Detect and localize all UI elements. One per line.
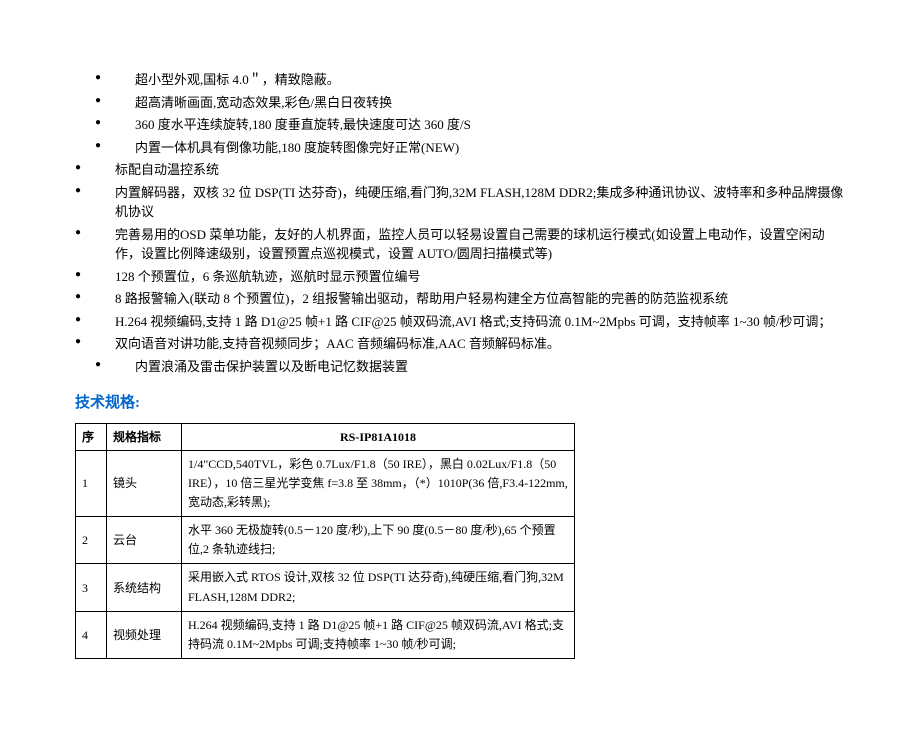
feature-list: 超小型外观,国标 4.0＂，精致隐蔽。超高清晰画面,宽动态效果,彩色/黑白日夜转… (75, 70, 845, 376)
feature-item: 128 个预置位，6 条巡航轨迹，巡航时显示预置位编号 (75, 267, 845, 287)
feature-item: 内置解码器，双核 32 位 DSP(TI 达芬奇)，纯硬压缩,看门狗,32M F… (75, 183, 845, 222)
feature-item: 标配自动温控系统 (75, 160, 845, 180)
row-desc: 采用嵌入式 RTOS 设计,双核 32 位 DSP(TI 达芬奇),纯硬压缩,看… (182, 564, 575, 611)
feature-item: 360 度水平连续旋转,180 度垂直旋转,最快速度可达 360 度/S (75, 115, 845, 135)
table-row: 4视频处理H.264 视频编码,支持 1 路 D1@25 帧+1 路 CIF@2… (76, 611, 575, 658)
table-row: 2云台水平 360 无极旋转(0.5－120 度/秒),上下 90 度(0.5－… (76, 517, 575, 564)
spec-table: 序 规格指标 RS-IP81A1018 1镜头1/4"CCD,540TVL，彩色… (75, 423, 575, 660)
feature-item: 8 路报警输入(联动 8 个预置位)，2 组报警输出驱动，帮助用户轻易构建全方位… (75, 289, 845, 309)
row-num: 2 (76, 517, 107, 564)
feature-item: 超小型外观,国标 4.0＂，精致隐蔽。 (75, 70, 845, 90)
feature-item: 完善易用的OSD 菜单功能，友好的人机界面，监控人员可以轻易设置自己需要的球机运… (75, 225, 845, 264)
row-desc: 1/4"CCD,540TVL，彩色 0.7Lux/F1.8（50 IRE），黑白… (182, 450, 575, 517)
table-row: 1镜头1/4"CCD,540TVL，彩色 0.7Lux/F1.8（50 IRE）… (76, 450, 575, 517)
section-title: 技术规格: (75, 392, 845, 415)
row-label: 系统结构 (107, 564, 182, 611)
table-row: 3系统结构采用嵌入式 RTOS 设计,双核 32 位 DSP(TI 达芬奇),纯… (76, 564, 575, 611)
row-num: 4 (76, 611, 107, 658)
col-header-spec: 规格指标 (107, 423, 182, 450)
col-header-seq: 序 (76, 423, 107, 450)
feature-item: 超高清晰画面,宽动态效果,彩色/黑白日夜转换 (75, 93, 845, 113)
feature-item: H.264 视频编码,支持 1 路 D1@25 帧+1 路 CIF@25 帧双码… (75, 312, 845, 332)
row-num: 3 (76, 564, 107, 611)
row-label: 云台 (107, 517, 182, 564)
row-desc: H.264 视频编码,支持 1 路 D1@25 帧+1 路 CIF@25 帧双码… (182, 611, 575, 658)
row-desc: 水平 360 无极旋转(0.5－120 度/秒),上下 90 度(0.5－80 … (182, 517, 575, 564)
row-label: 视频处理 (107, 611, 182, 658)
row-label: 镜头 (107, 450, 182, 517)
feature-item: 内置一体机具有倒像功能,180 度旋转图像完好正常(NEW) (75, 138, 845, 158)
row-num: 1 (76, 450, 107, 517)
col-header-model: RS-IP81A1018 (182, 423, 575, 450)
feature-item: 双向语音对讲功能,支持音视频同步；AAC 音频编码标准,AAC 音频解码标准。 (75, 334, 845, 354)
feature-item: 内置浪涌及雷击保护装置以及断电记忆数据装置 (75, 357, 845, 377)
